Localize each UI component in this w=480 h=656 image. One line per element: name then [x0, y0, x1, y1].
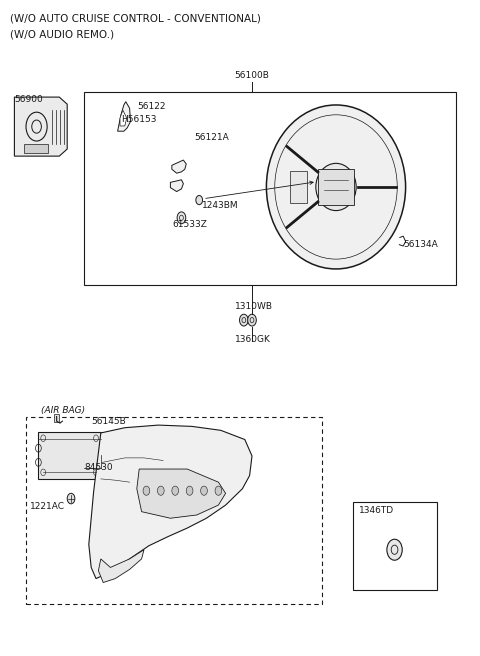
Text: 56900: 56900 [14, 95, 43, 104]
Circle shape [177, 212, 186, 224]
Circle shape [67, 493, 75, 504]
Text: 61533Z: 61533Z [173, 220, 208, 229]
Text: H56153: H56153 [121, 115, 156, 124]
Bar [290, 171, 307, 203]
Bar [54, 414, 59, 422]
Text: 84530: 84530 [84, 463, 113, 472]
Circle shape [186, 486, 193, 495]
Polygon shape [170, 180, 183, 192]
Bar [84, 92, 456, 285]
Circle shape [387, 539, 402, 560]
Bar [318, 169, 354, 205]
Text: (W/O AUDIO REMO.): (W/O AUDIO REMO.) [10, 30, 114, 39]
Text: 1243BM: 1243BM [202, 201, 238, 211]
Circle shape [157, 486, 164, 495]
Circle shape [143, 486, 150, 495]
Circle shape [240, 314, 248, 326]
Bar [38, 432, 101, 479]
Polygon shape [118, 102, 131, 131]
Text: 1310WB: 1310WB [235, 302, 273, 311]
Circle shape [172, 486, 179, 495]
Bar [24, 144, 48, 153]
Text: 1346TD: 1346TD [359, 506, 394, 515]
Circle shape [201, 486, 207, 495]
Ellipse shape [266, 105, 406, 269]
Polygon shape [172, 160, 186, 173]
Text: (AIR BAG): (AIR BAG) [41, 405, 85, 415]
Text: 1360GK: 1360GK [235, 335, 271, 344]
Polygon shape [14, 97, 67, 156]
Circle shape [215, 486, 222, 495]
Text: 56145B: 56145B [91, 417, 126, 426]
Text: 56121A: 56121A [194, 133, 229, 142]
Text: 56100B: 56100B [235, 71, 269, 80]
Bar [26, 417, 322, 604]
Polygon shape [120, 110, 127, 126]
Circle shape [248, 314, 256, 326]
Text: 56134A: 56134A [403, 239, 438, 249]
Ellipse shape [316, 163, 356, 211]
Text: (W/O AUTO CRUISE CONTROL - CONVENTIONAL): (W/O AUTO CRUISE CONTROL - CONVENTIONAL) [10, 13, 261, 23]
Text: 1221AC: 1221AC [30, 502, 65, 511]
Polygon shape [98, 550, 144, 583]
Polygon shape [137, 469, 226, 518]
Circle shape [196, 195, 203, 205]
Text: 56122: 56122 [137, 102, 165, 111]
Polygon shape [89, 425, 252, 579]
Bar [353, 502, 437, 590]
